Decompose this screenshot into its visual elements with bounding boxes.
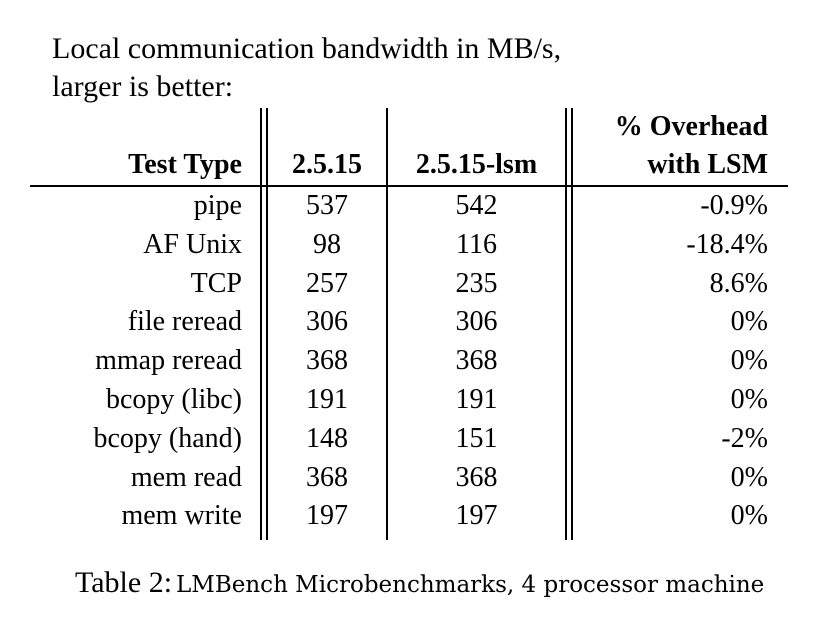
cell-version-1: 98	[313, 228, 341, 260]
column-rule	[565, 108, 567, 540]
cell-version-1: 197	[306, 500, 348, 532]
cell-version-2: 116	[456, 228, 497, 260]
caption-text: LMBench Microbenchmarks, 4 processor mac…	[176, 572, 765, 598]
cell-test-type: mem read	[130, 461, 242, 493]
cell-version-2: 306	[455, 306, 498, 338]
cell-version-2: 542	[455, 190, 498, 221]
header-version-2: 2.5.15-lsm	[415, 149, 538, 180]
cell-test-type: bcopy (libc)	[105, 384, 242, 415]
cell-version-2: 368	[455, 461, 498, 493]
header-test-type: Test Type	[128, 149, 242, 180]
benchmark-table: Test Type 2.5.15 2.5.15-lsm % Overhead w…	[30, 108, 790, 540]
column-rule	[386, 108, 388, 540]
cell-version-1: 306	[306, 306, 348, 338]
cell-overhead: -2%	[721, 422, 768, 454]
intro-line-2: larger is better:	[52, 70, 234, 103]
table-caption: Table 2: LMBench Microbenchmarks, 4 proc…	[75, 566, 764, 600]
cell-overhead: -0.9%	[700, 190, 768, 221]
cell-overhead: 0%	[730, 384, 768, 415]
cell-version-2: 151	[455, 422, 498, 454]
column-rule	[260, 108, 262, 540]
column-rule	[571, 108, 573, 540]
cell-test-type: bcopy (hand)	[93, 422, 242, 454]
cell-version-1: 368	[306, 345, 348, 377]
cell-overhead: -18.4%	[686, 228, 768, 260]
header-overhead-line-1: % Overhead	[614, 111, 768, 142]
cell-overhead: 0%	[730, 461, 768, 493]
header-version-1: 2.5.15	[292, 149, 362, 180]
cell-version-1: 537	[306, 190, 348, 221]
cell-version-1: 257	[306, 267, 348, 299]
cell-version-1: 191	[306, 384, 348, 415]
header-rule	[30, 185, 788, 187]
cell-version-2: 197	[455, 500, 498, 532]
header-overhead-line-2: with LSM	[647, 149, 768, 180]
cell-overhead: 8.6%	[709, 267, 768, 299]
cell-overhead: 0%	[730, 345, 768, 377]
caption-label: Table 2:	[75, 566, 173, 599]
table-intro: Local communication bandwidth in MB/s, l…	[52, 30, 561, 106]
cell-version-2: 191	[455, 384, 498, 415]
cell-version-1: 148	[306, 422, 348, 454]
cell-version-1: 368	[306, 461, 348, 493]
cell-overhead: 0%	[730, 306, 768, 338]
cell-test-type: mmap reread	[95, 345, 242, 377]
cell-test-type: mem write	[121, 500, 242, 532]
cell-test-type: pipe	[193, 190, 242, 221]
column-rule	[266, 108, 268, 540]
cell-version-2: 235	[455, 267, 498, 299]
cell-overhead: 0%	[730, 500, 768, 532]
cell-test-type: TCP	[190, 267, 242, 299]
cell-version-2: 368	[455, 345, 498, 377]
cell-test-type: file reread	[127, 306, 242, 338]
cell-test-type: AF Unix	[143, 228, 242, 260]
intro-line-1: Local communication bandwidth in MB/s,	[52, 32, 562, 65]
